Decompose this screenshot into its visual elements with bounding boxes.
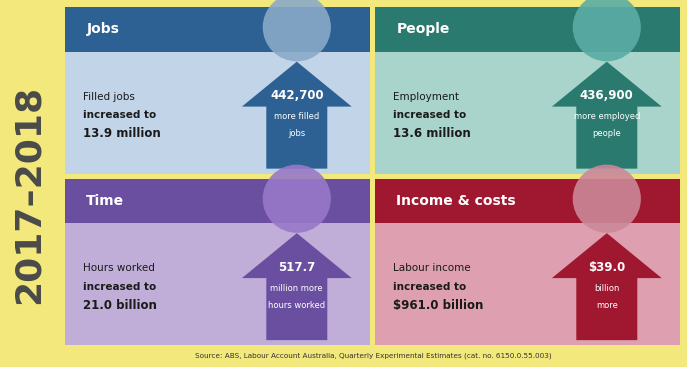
Text: Filled jobs: Filled jobs — [83, 91, 135, 102]
Text: Jobs: Jobs — [87, 22, 120, 36]
Text: $961.0 billion: $961.0 billion — [393, 298, 484, 312]
Bar — [65, 224, 370, 345]
Bar — [375, 52, 680, 174]
Text: 2017–2018: 2017–2018 — [12, 85, 46, 304]
Polygon shape — [552, 62, 662, 169]
Polygon shape — [242, 62, 352, 169]
Bar — [375, 178, 680, 224]
Text: 436,900: 436,900 — [580, 90, 633, 102]
Text: billion: billion — [594, 284, 620, 292]
Text: Source: ABS, Labour Account Australia, Quarterly Experimental Estimates (cat. no: Source: ABS, Labour Account Australia, Q… — [195, 353, 552, 359]
Text: increased to: increased to — [393, 110, 466, 120]
Text: Income & costs: Income & costs — [396, 194, 516, 208]
Polygon shape — [242, 233, 352, 340]
Text: 21.0 billion: 21.0 billion — [83, 298, 157, 312]
Bar — [375, 224, 680, 345]
Text: 13.9 million: 13.9 million — [83, 127, 161, 140]
Text: increased to: increased to — [83, 281, 157, 291]
Text: Employment: Employment — [393, 91, 460, 102]
Ellipse shape — [262, 165, 331, 233]
Bar — [65, 178, 370, 224]
Bar — [375, 7, 680, 52]
Text: hours worked: hours worked — [268, 301, 326, 310]
Text: Labour income: Labour income — [393, 263, 471, 273]
Bar — [65, 7, 370, 52]
Ellipse shape — [262, 0, 331, 61]
Text: increased to: increased to — [393, 281, 466, 291]
Text: more: more — [596, 301, 618, 310]
Text: more employed: more employed — [574, 112, 640, 121]
Text: increased to: increased to — [83, 110, 157, 120]
Text: Hours worked: Hours worked — [83, 263, 155, 273]
Text: 442,700: 442,700 — [270, 90, 324, 102]
Text: People: People — [396, 22, 450, 36]
Ellipse shape — [573, 165, 641, 233]
Text: $39.0: $39.0 — [588, 261, 625, 274]
Text: people: people — [592, 129, 621, 138]
Text: more filled: more filled — [274, 112, 319, 121]
Text: million more: million more — [271, 284, 323, 292]
Text: 517.7: 517.7 — [278, 261, 315, 274]
Polygon shape — [552, 233, 662, 340]
Text: jobs: jobs — [288, 129, 306, 138]
Text: Time: Time — [87, 194, 124, 208]
Text: 13.6 million: 13.6 million — [393, 127, 471, 140]
Bar — [65, 52, 370, 174]
Ellipse shape — [573, 0, 641, 61]
